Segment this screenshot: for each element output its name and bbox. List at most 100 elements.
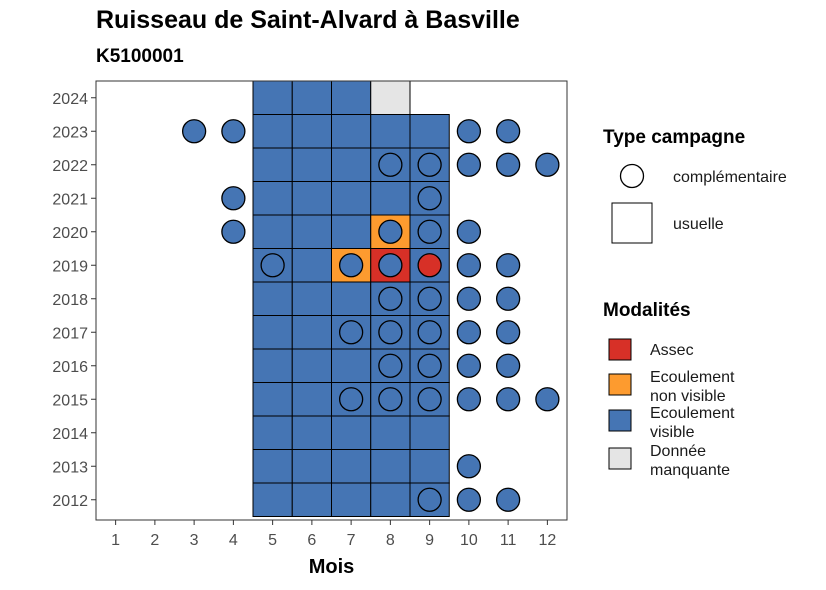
plot-panel-border (95, 80, 568, 521)
circle-complementaire-2015-12 (535, 387, 560, 412)
circle-complementaire-2022-10 (456, 152, 482, 177)
circle-complementaire-2023-4 (221, 119, 246, 144)
cell-usuelle-2020-6 (291, 214, 332, 249)
circle-complementaire-2021-9 (417, 186, 442, 211)
cell-usuelle-2013-8 (370, 449, 411, 484)
x-axis: 1 2 3 4 5 6 7 8 9 10 11 12 (111, 520, 556, 549)
circle-complementaire-2023-3 (181, 119, 207, 144)
cell-usuelle-2013-6 (291, 449, 332, 484)
x-tick-label-10: 10 (460, 532, 478, 549)
y-tick-label-2022: 2022 (52, 158, 88, 175)
cell-usuelle-2014-8 (370, 415, 411, 450)
cell-usuelle-2012-7 (331, 482, 372, 517)
y-tick-label-2019: 2019 (52, 258, 88, 275)
cell-usuelle-2016-7 (331, 348, 372, 383)
cell-usuelle-2014-7 (331, 415, 372, 450)
chart-title: Ruisseau de Saint-Alvard à Basville (96, 6, 520, 34)
cell-usuelle-2012-5 (252, 482, 293, 517)
x-tick-label-11: 11 (500, 532, 517, 549)
legend-key-M (608, 447, 632, 470)
cell-usuelle-2016-5 (252, 348, 293, 383)
circle-complementaire-2022-9 (417, 152, 442, 177)
x-tick-label-7: 7 (347, 532, 356, 549)
circle-complementaire-2018-10 (456, 286, 482, 311)
circle-complementaire-2019-5 (260, 253, 285, 278)
legend-label-V-line1: Ecoulement (650, 405, 735, 422)
circle-complementaire-2019-11 (495, 253, 521, 278)
legend-key-A (608, 338, 632, 361)
x-tick-label-6: 6 (307, 532, 316, 549)
x-tick-label-5: 5 (268, 532, 277, 549)
legend-label-A: Assec (650, 342, 694, 359)
legend-square-key (611, 202, 653, 244)
cell-usuelle-2018-7 (331, 281, 372, 316)
cell-usuelle-2021-8 (370, 181, 411, 216)
cell-usuelle-2016-6 (291, 348, 332, 383)
circle-complementaire-2015-11 (495, 387, 521, 412)
circle-complementaire-2019-9 (417, 253, 442, 278)
circle-complementaire-2020-10 (456, 219, 482, 244)
legend-label-N-line2: non visible (650, 388, 726, 405)
circle-complementaire-2022-8 (378, 152, 403, 177)
circle-complementaire-2022-11 (495, 152, 521, 177)
legend-circle-key (619, 163, 645, 189)
legend-modal-title: Modalités (603, 300, 691, 321)
circle-complementaire-2020-9 (417, 219, 442, 244)
circle-complementaire-2015-9 (417, 387, 442, 412)
cell-usuelle-2021-6 (291, 181, 332, 216)
complementaire-circles (181, 119, 560, 512)
circle-complementaire-2019-8 (378, 253, 403, 278)
cell-usuelle-2022-5 (252, 147, 293, 182)
y-tick-label-2016: 2016 (52, 359, 88, 376)
circle-complementaire-2015-10 (456, 387, 482, 412)
cell-usuelle-2023-6 (291, 114, 332, 149)
cell-usuelle-2012-8 (370, 482, 411, 517)
y-tick-label-2024: 2024 (52, 91, 88, 108)
x-tick-label-1: 1 (111, 532, 120, 549)
circle-complementaire-2017-10 (456, 320, 482, 345)
cell-usuelle-2023-5 (252, 114, 293, 149)
x-tick-label-12: 12 (538, 532, 556, 549)
cell-usuelle-2013-9 (409, 449, 450, 484)
legend-label-M-line1: Donnée (650, 443, 706, 460)
cell-usuelle-2019-6 (291, 248, 332, 283)
x-tick-label-3: 3 (190, 532, 199, 549)
legend-label-complementaire: complémentaire (673, 169, 787, 186)
y-tick-label-2012: 2012 (52, 493, 88, 510)
cell-usuelle-2018-5 (252, 281, 293, 316)
y-tick-label-2018: 2018 (52, 292, 88, 309)
cell-usuelle-2013-7 (331, 449, 372, 484)
circle-complementaire-2015-7 (338, 387, 364, 412)
cell-usuelle-2015-5 (252, 382, 293, 417)
cell-usuelle-2024-7 (331, 80, 372, 115)
y-tick-label-2023: 2023 (52, 124, 88, 141)
x-axis-title: Mois (309, 556, 355, 578)
circle-complementaire-2018-11 (495, 286, 521, 311)
y-tick-label-2017: 2017 (52, 325, 88, 342)
y-tick-label-2020: 2020 (52, 225, 88, 242)
y-tick-label-2021: 2021 (52, 191, 88, 208)
circle-complementaire-2023-11 (495, 119, 521, 144)
circle-complementaire-2021-4 (221, 186, 246, 211)
x-tick-label-2: 2 (150, 532, 159, 549)
circle-complementaire-2023-10 (456, 119, 482, 144)
cell-usuelle-2021-7 (331, 181, 372, 216)
x-tick-label-4: 4 (229, 532, 238, 549)
circle-complementaire-2018-9 (417, 286, 442, 311)
circle-complementaire-2020-4 (221, 219, 246, 244)
cell-usuelle-2024-6 (291, 80, 332, 115)
cell-usuelle-2020-7 (331, 214, 372, 249)
y-tick-label-2013: 2013 (52, 459, 88, 476)
circle-complementaire-2013-10 (456, 454, 482, 479)
cell-usuelle-2022-6 (291, 147, 332, 182)
circle-complementaire-2012-10 (456, 487, 482, 512)
cell-usuelle-2023-7 (331, 114, 372, 149)
legend-label-N-line1: Ecoulement (650, 369, 735, 386)
cell-usuelle-2024-5 (252, 80, 293, 115)
cell-usuelle-2017-5 (252, 315, 293, 350)
x-tick-label-8: 8 (386, 532, 395, 549)
cell-usuelle-2014-6 (291, 415, 332, 450)
cell-usuelle-2018-6 (291, 281, 332, 316)
circle-complementaire-2016-10 (456, 353, 482, 378)
cell-usuelle-2017-6 (291, 315, 332, 350)
